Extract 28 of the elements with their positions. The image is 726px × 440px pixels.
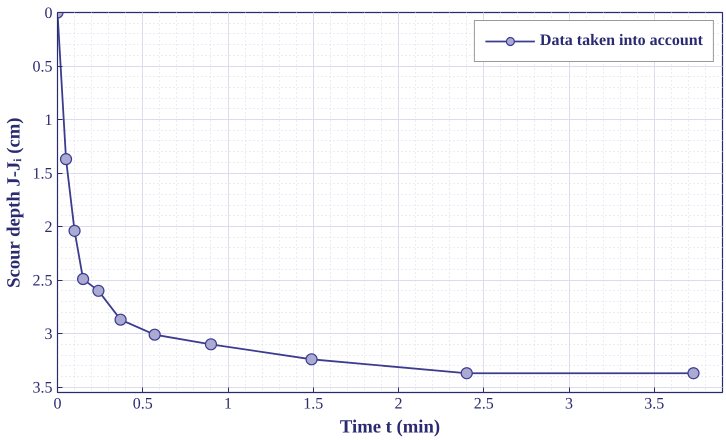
point: [460, 367, 473, 380]
y-tick-label: 0: [44, 5, 52, 22]
point: [305, 353, 318, 366]
y-tick-label: 3.5: [32, 380, 52, 397]
x-axis-title: Time t (min): [340, 416, 440, 438]
y-tick-label: 0.5: [32, 58, 52, 76]
y-tick-label: 1: [44, 112, 52, 130]
point: [148, 328, 161, 341]
point: [204, 338, 218, 350]
y-tick-label: 1.5: [32, 166, 52, 183]
point: [68, 224, 81, 237]
y-tick-label: 3: [44, 326, 52, 344]
x-tick-label: 2.5: [474, 396, 494, 412]
x-tick-label: 2: [394, 396, 403, 412]
point: [687, 367, 700, 380]
x-tick-label: 3: [565, 396, 574, 412]
x-tick-label: 1.5: [303, 396, 324, 412]
y-axis-title: Scour depth J-Jᵢ (cm): [4, 117, 24, 288]
x-tick-label: 1: [224, 396, 232, 412]
point: [60, 153, 72, 166]
point: [76, 272, 90, 286]
legend-label: Data taken into account: [540, 32, 703, 50]
y-tick-label: 2: [44, 219, 52, 236]
x-tick-label: 0.5: [132, 396, 153, 412]
x-tick-label: 3.5: [644, 396, 664, 412]
y-tick-label: 2.5: [32, 272, 52, 290]
point: [114, 314, 127, 326]
point: [92, 284, 105, 297]
